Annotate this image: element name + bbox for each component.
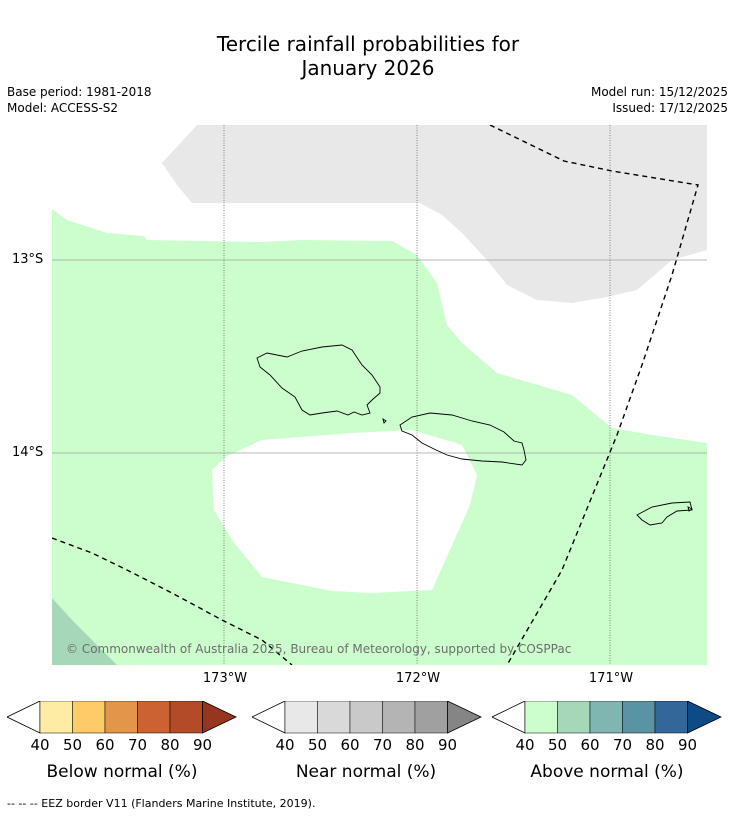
below-tick-80: 80 bbox=[160, 736, 180, 754]
colorbar-near-bin-50 bbox=[317, 701, 351, 734]
savaii-island bbox=[256, 344, 381, 416]
colorbar-below-under bbox=[7, 701, 41, 734]
above-normal-region-50 bbox=[52, 598, 117, 665]
colorbar-above-bin-70 bbox=[622, 701, 656, 734]
colorbar-near-bin-80 bbox=[414, 701, 448, 734]
issued-date: Issued: 17/12/2025 bbox=[612, 101, 728, 115]
near-normal-region bbox=[162, 125, 707, 303]
lon-label-172w: 172°W bbox=[395, 671, 441, 686]
colorbar-below-bin-80 bbox=[169, 701, 203, 734]
model-run: Model run: 15/12/2025 bbox=[590, 85, 728, 99]
lat-label-13s: 13°S bbox=[12, 252, 44, 267]
colorbar-above-under bbox=[492, 701, 526, 734]
above-tick-40: 40 bbox=[515, 736, 535, 754]
title-line-2: January 2026 bbox=[301, 56, 435, 80]
colorbar-above-over bbox=[687, 701, 722, 734]
colorbar-below-title: Below normal (%) bbox=[46, 762, 198, 782]
above-tick-60: 60 bbox=[580, 736, 600, 754]
map-canvas bbox=[52, 125, 707, 665]
colorbar-near-bin-70 bbox=[382, 701, 416, 734]
aunuu-islet bbox=[687, 506, 693, 512]
colorbar-below-bin-40 bbox=[39, 701, 73, 734]
lon-label-173w: 173°W bbox=[202, 671, 248, 686]
meta-right: Model run: 15/12/2025 Issued: 17/12/2025 bbox=[591, 84, 728, 116]
colorbar-near-normal bbox=[252, 701, 482, 734]
above-tick-90: 90 bbox=[677, 736, 698, 754]
near-tick-40: 40 bbox=[275, 736, 295, 754]
upolu-island bbox=[399, 412, 527, 466]
above-tick-80: 80 bbox=[645, 736, 665, 754]
colorbar-above-bin-40 bbox=[524, 701, 558, 734]
colorbar-near-bin-40 bbox=[284, 701, 318, 734]
above-tick-50: 50 bbox=[547, 736, 568, 754]
colorbar-below-over bbox=[202, 701, 237, 734]
colorbar-near-under bbox=[252, 701, 286, 734]
lon-label-171w: 171°W bbox=[588, 671, 634, 686]
eez-footnote: -- -- -- EEZ border V11 (Flanders Marine… bbox=[7, 797, 316, 810]
colorbar-below-bin-70 bbox=[137, 701, 171, 734]
near-tick-50: 50 bbox=[307, 736, 328, 754]
lat-label-14s: 14°S bbox=[12, 445, 44, 460]
meta-left: Base period: 1981-2018 Model: ACCESS-S2 bbox=[7, 84, 152, 116]
colorbar-below-bin-60 bbox=[104, 701, 138, 734]
above-tick-70: 70 bbox=[612, 736, 633, 754]
colorbar-above-bin-80 bbox=[654, 701, 688, 734]
colorbar-above-normal bbox=[492, 701, 722, 734]
base-period: Base period: 1981-2018 bbox=[7, 85, 152, 99]
below-tick-90: 90 bbox=[192, 736, 213, 754]
title-line-1: Tercile rainfall probabilities for bbox=[216, 32, 520, 56]
near-tick-70: 70 bbox=[372, 736, 393, 754]
near-tick-60: 60 bbox=[340, 736, 360, 754]
colorbar-below-bin-50 bbox=[72, 701, 106, 734]
colorbar-near-title: Near normal (%) bbox=[295, 762, 437, 782]
colorbar-near-over bbox=[447, 701, 482, 734]
below-tick-60: 60 bbox=[95, 736, 115, 754]
colorbar-above-title: Above normal (%) bbox=[530, 762, 684, 782]
model-name: Model: ACCESS-S2 bbox=[7, 101, 119, 115]
near-tick-80: 80 bbox=[405, 736, 425, 754]
above-normal-region-40 bbox=[52, 209, 707, 665]
colorbar-below-normal bbox=[7, 701, 237, 734]
below-tick-70: 70 bbox=[127, 736, 148, 754]
colorbar-above-bin-60 bbox=[589, 701, 623, 734]
eez-border-north bbox=[489, 125, 699, 665]
colorbar-near-bin-60 bbox=[349, 701, 383, 734]
below-tick-40: 40 bbox=[30, 736, 50, 754]
below-tick-50: 50 bbox=[62, 736, 83, 754]
tutuila-island bbox=[636, 501, 693, 526]
apolima-islet bbox=[382, 417, 387, 424]
colorbar-above-bin-50 bbox=[557, 701, 591, 734]
map-title: Tercile rainfall probabilities for Janua… bbox=[0, 32, 736, 80]
copyright-notice: © Commonwealth of Australia 2025, Bureau… bbox=[66, 642, 572, 656]
near-tick-90: 90 bbox=[437, 736, 458, 754]
